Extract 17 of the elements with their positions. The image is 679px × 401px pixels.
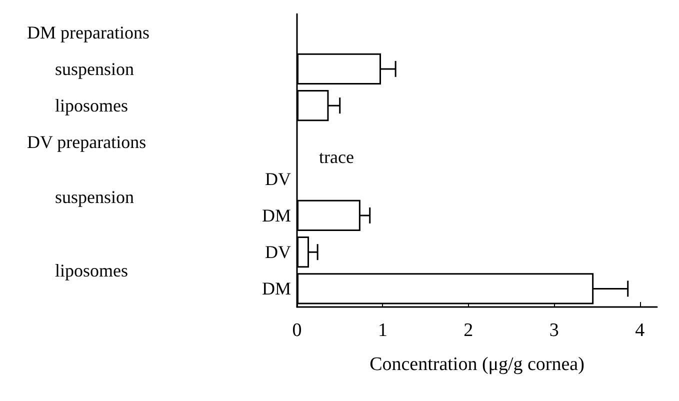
text: liposomes bbox=[55, 260, 128, 280]
y-tick-label: DM bbox=[262, 205, 291, 226]
y-tick-label: DV bbox=[265, 168, 291, 189]
text: suspension bbox=[55, 58, 134, 79]
annotation: trace bbox=[319, 146, 354, 167]
x-tick-label: 0 bbox=[292, 320, 302, 341]
text: DV preparations bbox=[27, 132, 146, 152]
y-tick-label: DV bbox=[265, 242, 291, 262]
y-tick-label: DM bbox=[262, 278, 291, 299]
x-tick-label: 1 bbox=[378, 320, 388, 341]
x-tick-label: 3 bbox=[549, 320, 559, 341]
text: suspension bbox=[55, 187, 134, 208]
x-tick-label: 4 bbox=[635, 320, 646, 341]
text: liposomes bbox=[55, 96, 128, 116]
x-tick-label: 2 bbox=[464, 320, 474, 341]
x-axis-title: Concentration (μg/g cornea) bbox=[370, 354, 584, 375]
text: DM preparations bbox=[27, 22, 150, 42]
